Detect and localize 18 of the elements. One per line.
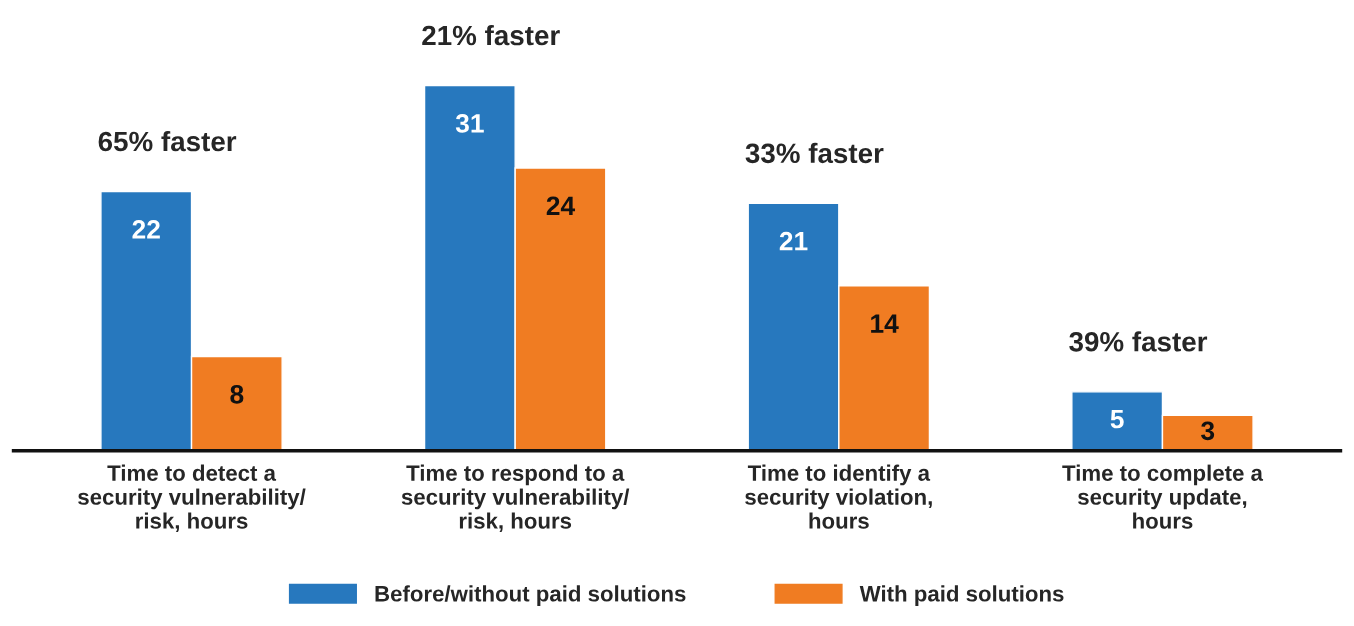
annotation: 65% faster — [98, 130, 237, 152]
data-label: 22 — [132, 220, 160, 239]
annotation: 39% faster — [1069, 331, 1208, 352]
data-label: 5 — [1110, 409, 1124, 429]
annotation: 21% faster — [422, 24, 560, 46]
data-label: 31 — [455, 114, 484, 133]
data-label: 3 — [1201, 421, 1215, 441]
annotation: 33% faster — [745, 142, 884, 164]
data-label: 14 — [871, 314, 899, 333]
x-tick-label: Time to identify a security violation, hours — [745, 464, 932, 529]
data-label: 8 — [230, 384, 244, 404]
legend-label: Before/without paid solutions — [375, 585, 686, 606]
data-label: 21 — [779, 231, 808, 251]
x-tick-label: Time to detect a security vulnerability/ risk, hours — [78, 464, 306, 533]
legend-label: With paid solutions — [859, 585, 1064, 606]
x-tick-label: Time to respond to a security vulnerability/ risk, hours — [401, 464, 630, 533]
data-label: 24 — [546, 196, 576, 215]
x-tick-label: Time to complete a security update, hours — [1062, 464, 1264, 529]
